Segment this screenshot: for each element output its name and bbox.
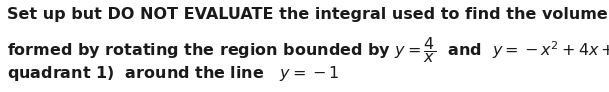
- Text: Set up but DO NOT EVALUATE the integral used to find the volume of the solid: Set up but DO NOT EVALUATE the integral …: [7, 7, 609, 22]
- Text: formed by rotating the region bounded by $y = \dfrac{4}{x}$  and  $y = -x^2 + 4x: formed by rotating the region bounded by…: [7, 35, 609, 65]
- Text: quadrant 1)  around the line   $y = -1$: quadrant 1) around the line $y = -1$: [7, 64, 339, 83]
